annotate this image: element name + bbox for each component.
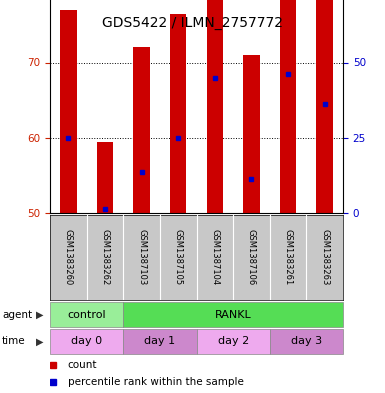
Bar xyxy=(243,55,259,213)
Text: control: control xyxy=(67,310,106,320)
Text: day 2: day 2 xyxy=(218,336,249,347)
Text: RANKL: RANKL xyxy=(215,310,251,320)
Text: GSM1387104: GSM1387104 xyxy=(210,230,219,286)
Text: day 1: day 1 xyxy=(144,336,176,347)
Text: day 3: day 3 xyxy=(291,336,322,347)
Bar xyxy=(97,141,113,213)
Bar xyxy=(196,329,270,354)
Text: GSM1387103: GSM1387103 xyxy=(137,230,146,286)
Bar xyxy=(207,0,223,213)
Text: percentile rank within the sample: percentile rank within the sample xyxy=(68,377,243,387)
Text: day 0: day 0 xyxy=(71,336,102,347)
Text: GSM1383263: GSM1383263 xyxy=(320,229,329,286)
Bar xyxy=(170,14,186,213)
Text: agent: agent xyxy=(2,310,32,320)
Text: GSM1387105: GSM1387105 xyxy=(174,230,183,286)
Text: GSM1387106: GSM1387106 xyxy=(247,230,256,286)
Text: ▶: ▶ xyxy=(36,336,44,347)
Text: GDS5422 / ILMN_2757772: GDS5422 / ILMN_2757772 xyxy=(102,16,283,30)
Bar xyxy=(270,329,343,354)
Bar xyxy=(50,329,123,354)
Bar xyxy=(123,302,343,327)
Bar xyxy=(133,48,150,213)
Text: time: time xyxy=(2,336,26,347)
Bar xyxy=(60,10,77,213)
Bar xyxy=(316,0,333,213)
Bar xyxy=(123,329,196,354)
Text: ▶: ▶ xyxy=(36,310,44,320)
Text: count: count xyxy=(68,360,97,370)
Text: GSM1383260: GSM1383260 xyxy=(64,230,73,286)
Bar xyxy=(50,302,123,327)
Text: GSM1383261: GSM1383261 xyxy=(284,230,293,286)
Bar xyxy=(280,0,296,213)
Text: GSM1383262: GSM1383262 xyxy=(100,230,109,286)
